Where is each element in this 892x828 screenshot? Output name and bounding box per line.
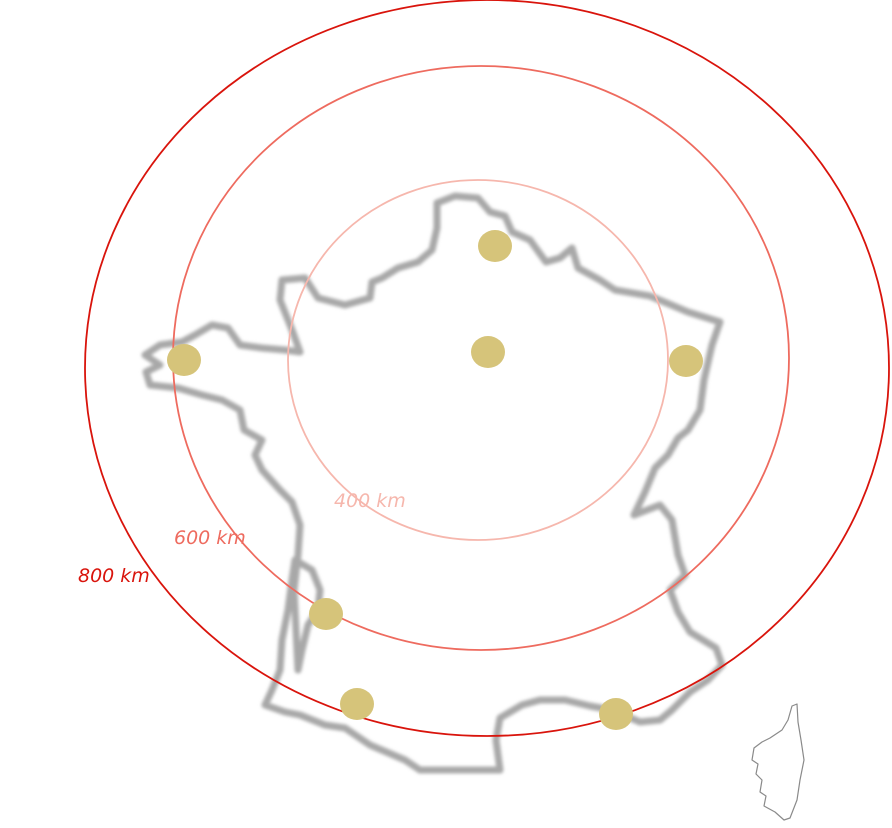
city-marker-lille[interactable]: [478, 230, 512, 262]
city-marker-paris[interactable]: [471, 336, 505, 368]
city-marker-strasbourg[interactable]: [669, 345, 703, 377]
ring-label-800km: 800 km: [78, 565, 150, 587]
city-marker-toulouse[interactable]: [340, 688, 374, 720]
city-marker-bordeaux[interactable]: [309, 598, 343, 630]
corsica-outline: [751, 703, 805, 821]
ring-800km: [84, 0, 890, 737]
ring-label-600km: 600 km: [174, 527, 246, 549]
ring-400km: [287, 179, 669, 541]
city-marker-marseille[interactable]: [599, 698, 633, 730]
city-markers: [167, 230, 703, 730]
france-outline: [141, 192, 726, 774]
city-marker-brest[interactable]: [167, 344, 201, 376]
ring-label-400km: 400 km: [334, 490, 406, 512]
